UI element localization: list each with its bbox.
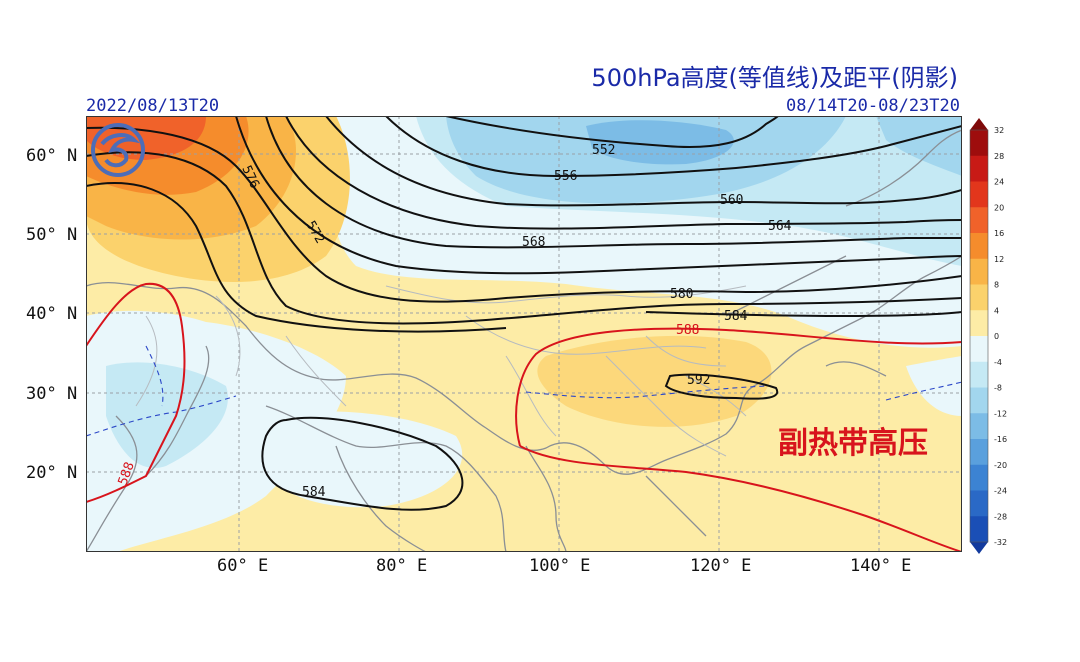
contour-584-north: [645, 311, 962, 318]
colorbar-tick-label: 20: [994, 203, 1004, 212]
colorbar-tick-label: -28: [994, 512, 1007, 521]
colorbar-swatch: [970, 310, 988, 337]
subtropical-high-588: [86, 282, 962, 552]
label-584-south: 584: [302, 485, 326, 500]
colorbar-swatch: [970, 516, 988, 543]
colorbar-tick-label: 24: [994, 178, 1004, 187]
contour-560: [325, 116, 962, 207]
label-588-east: 588: [676, 323, 699, 338]
contour-576: [86, 126, 962, 303]
lon-label-140e: 140° E: [850, 556, 912, 576]
colorbar-swatch: [970, 336, 988, 363]
contour-576-west: [86, 182, 507, 333]
label-584-north: 584: [724, 309, 748, 324]
lat-label-40n: 40° N: [26, 304, 78, 324]
colorbar-swatch: [970, 258, 988, 285]
colorbar-swatch: [970, 413, 988, 440]
colorbar-tick-label: 16: [994, 229, 1004, 238]
lat-label-50n: 50° N: [26, 225, 78, 245]
colorbar-tick-label: 12: [994, 255, 1004, 264]
anomaly-negative-west-core: [106, 362, 228, 468]
colorbar-swatch: [970, 284, 988, 311]
anomaly-negative-max: [586, 120, 734, 165]
lon-label-100e: 100° E: [529, 556, 591, 576]
lon-label-80e: 80° E: [376, 556, 428, 576]
colorbar-swatch: [970, 464, 988, 491]
contour-580: [86, 151, 962, 325]
init-date: 2022/08/13T20: [86, 96, 220, 116]
contour-552: [445, 116, 779, 149]
contour-588-west: [86, 282, 186, 503]
colorbar-swatch: [970, 207, 988, 234]
colorbar-tick-label: -32: [994, 538, 1007, 547]
contour-584-south: [261, 416, 464, 511]
anomaly-negative-east: [906, 356, 962, 416]
borders: [135, 285, 747, 457]
colorbar-tick-label: 4: [994, 306, 999, 315]
colorbar-swatch: [970, 387, 988, 414]
logo-icon: [91, 123, 145, 177]
colorbar-swatch: [970, 233, 988, 260]
colorbar-swatch: [970, 155, 988, 182]
height-anomaly-map: 552 556 560 564 568 572 576 580 584 584 …: [86, 116, 962, 552]
lat-label-20n: 20° N: [26, 463, 78, 483]
colorbar: 32 28 24 20 16 12 8 4 0 -4 -8 -12 -16 -20 -24 -28 -32: [969, 118, 1007, 554]
label-556: 556: [554, 169, 577, 184]
lat-label-60n: 60° N: [26, 146, 78, 166]
lon-label-60e: 60° E: [217, 556, 269, 576]
label-592: 592: [687, 373, 710, 388]
map-frame: [86, 116, 962, 552]
colorbar-tick-label: -8: [994, 384, 1002, 393]
colorbar-tick-label: 8: [994, 281, 999, 290]
colorbar-tick-label: 32: [994, 126, 1004, 135]
colorbar-swatch: [970, 490, 988, 517]
label-568: 568: [522, 235, 545, 250]
colorbar-tick-label: -12: [994, 409, 1007, 418]
colorbar-top-arrow: [970, 118, 988, 130]
colorbar-tick-label: -20: [994, 461, 1007, 470]
colorbar-bottom-arrow: [970, 542, 988, 554]
colorbar-tick-label: -16: [994, 435, 1007, 444]
contour-labels: 552 556 560 564 568 572 576 580 584 584 …: [238, 143, 791, 500]
colorbar-swatch: [970, 361, 988, 388]
contour-556: [385, 116, 962, 178]
lon-label-120e: 120° E: [690, 556, 752, 576]
map-panel: 552 556 560 564 568 572 576 580 584 584 …: [86, 116, 962, 552]
coastlines: [86, 129, 962, 552]
colorbar-tick-label: 0: [994, 332, 999, 341]
lat-label-30n: 30° N: [26, 384, 78, 404]
anomaly-negative-india: [262, 411, 463, 508]
colorbar-tick-label: -4: [994, 358, 1002, 367]
contour-572: [235, 116, 962, 275]
height-contours: [86, 116, 962, 511]
contour-568: [265, 116, 962, 249]
label-560: 560: [720, 193, 743, 208]
colorbar-swatch: [970, 439, 988, 466]
subtropical-high-annotation: 副热带高压: [778, 426, 928, 461]
chart-title: 500hPa高度(等值线)及距平(阴影): [591, 64, 958, 92]
rivers: [86, 345, 962, 437]
contour-588-east: [515, 327, 962, 447]
anomaly-positive-china: [537, 335, 772, 427]
label-580: 580: [670, 287, 693, 302]
contour-588-south: [519, 445, 962, 552]
valid-period: 08/14T20-08/23T20: [786, 96, 960, 116]
colorbar-swatch: [970, 181, 988, 208]
label-552: 552: [592, 143, 615, 158]
colorbar-tick-label: 28: [994, 152, 1004, 161]
colorbar-swatch: [970, 130, 988, 157]
label-564: 564: [768, 219, 792, 234]
contour-564: [285, 116, 962, 230]
contour-592: [664, 373, 779, 400]
colorbar-tick-label: -24: [994, 487, 1007, 496]
